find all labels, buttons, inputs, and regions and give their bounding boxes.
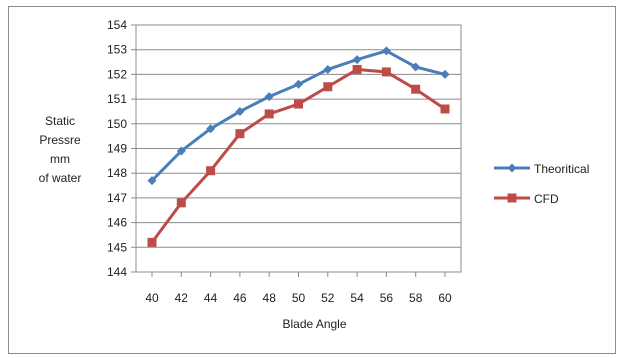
data-point — [147, 237, 157, 247]
y-tick-label: 148 — [107, 166, 127, 180]
series-line-2 — [150, 67, 446, 244]
data-point — [352, 55, 362, 65]
data-point — [440, 104, 450, 114]
data-point — [176, 198, 186, 208]
legend-marker — [507, 163, 517, 173]
x-tick-label: 58 — [409, 291, 423, 305]
data-point — [264, 109, 274, 119]
x-tick-label: 42 — [175, 291, 189, 305]
y-tick-label: 151 — [107, 92, 127, 106]
x-tick-label: 44 — [204, 291, 218, 305]
data-point — [323, 64, 333, 74]
x-tick-label: 50 — [292, 291, 306, 305]
data-point — [206, 166, 216, 176]
data-point — [176, 146, 186, 156]
y-tick-label: 146 — [107, 216, 127, 230]
y-axis-label-line: Pressre — [39, 133, 81, 147]
data-point — [235, 129, 245, 139]
x-axis-label-wrap: Blade Angle — [0, 317, 625, 331]
legend-label: Theoritical — [534, 162, 589, 176]
y-tick-label: 149 — [107, 142, 127, 156]
x-axis-label: Blade Angle — [282, 317, 347, 331]
legend-label: CFD — [534, 192, 559, 206]
y-tick-label: 153 — [107, 43, 127, 57]
y-axis-label-line: Static — [44, 114, 75, 128]
data-point — [352, 64, 362, 74]
legend-marker — [507, 193, 517, 203]
data-point — [323, 82, 333, 92]
y-tick-label: 152 — [107, 67, 127, 81]
y-tick-label: 154 — [107, 18, 127, 32]
y-axis-label-line: mm — [50, 152, 70, 166]
data-point — [294, 99, 303, 109]
chart-frame — [8, 6, 616, 354]
data-point — [235, 106, 245, 116]
x-tick-label: 52 — [321, 291, 335, 305]
data-point — [440, 69, 450, 79]
data-point — [206, 124, 216, 134]
y-tick-label: 144 — [107, 265, 127, 279]
data-point — [381, 67, 391, 77]
y-axis-label: Static Pressre mm of water — [30, 112, 90, 188]
x-tick-label: 40 — [145, 291, 159, 305]
data-point — [294, 79, 303, 89]
data-point — [264, 92, 274, 102]
y-tick-label: 147 — [107, 191, 127, 205]
y-tick-label: 150 — [107, 117, 127, 131]
x-tick-label: 48 — [263, 291, 277, 305]
data-point — [381, 46, 391, 56]
y-axis-label-line: of water — [38, 171, 82, 185]
data-point — [411, 84, 421, 94]
x-tick-label: 60 — [438, 291, 452, 305]
data-point — [411, 62, 421, 72]
x-tick-label: 54 — [350, 291, 364, 305]
x-tick-label: 46 — [233, 291, 247, 305]
data-point — [147, 176, 157, 186]
x-tick-label: 56 — [380, 291, 394, 305]
y-tick-label: 145 — [107, 240, 127, 254]
series-line-1 — [150, 49, 446, 182]
